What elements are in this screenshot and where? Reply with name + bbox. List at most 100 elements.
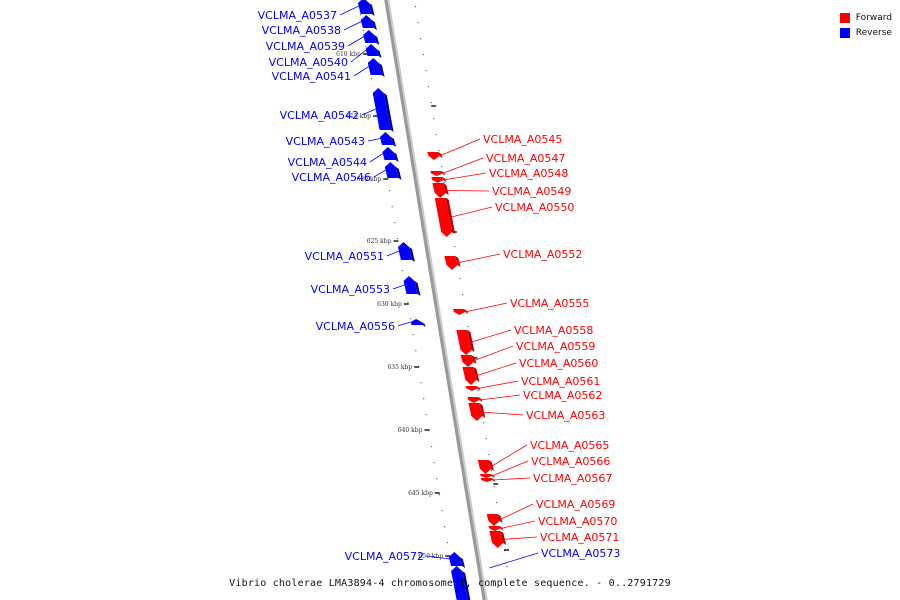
reverse-gene-VCLMA_A0540 (365, 44, 379, 56)
gene-label: VCLMA_A0562 (523, 389, 602, 402)
legend-label-reverse: Reverse (855, 27, 892, 38)
forward-gene-VCLMA_A0571-shadow (500, 531, 507, 545)
reverse-gene-VCLMA_A0544-shadow (393, 152, 399, 162)
gene-leader-line (343, 21, 362, 31)
minor-tick-left (412, 334, 414, 336)
forward-gene-VCLMA_A0569 (486, 514, 500, 526)
forward-gene-VCLMA_A0559-shadow (471, 355, 477, 364)
minor-tick-right (493, 486, 495, 488)
gene-leader-line (442, 157, 484, 174)
gene-label: VCLMA_A0548 (489, 167, 568, 180)
reverse-gene-VCLMA_A0556-shadow (421, 322, 426, 327)
minor-tick-right (430, 102, 432, 104)
reverse-gene-VCLMA_A0538 (360, 15, 374, 28)
minor-tick-right (441, 166, 443, 168)
gene-label: VCLMA_A0573 (541, 547, 620, 560)
tick-label: 620 kbp (357, 176, 382, 183)
gene-label: VCLMA_A0558 (514, 324, 593, 337)
reverse-gene-VCLMA_A0573 (451, 566, 468, 600)
forward-gene-VCLMA_A0547 (430, 171, 443, 176)
minor-tick-right (438, 150, 440, 152)
forward-gene-VCLMA_A0567 (480, 478, 493, 482)
forward-gene-VCLMA_A0563 (468, 403, 483, 421)
minor-tick-left (446, 542, 448, 544)
gene-leader-line (472, 345, 514, 362)
minor-tick-right (496, 502, 498, 504)
reverse-gene-VCLMA_A0572-shadow (459, 557, 466, 568)
minor-tick-right (485, 438, 487, 440)
legend: Forward Reverse (839, 10, 892, 40)
gene-label: VCLMA_A0538 (262, 24, 341, 37)
reverse-gene-VCLMA_A0542 (372, 88, 391, 130)
gene-leader-line (439, 138, 481, 157)
tick-label: 610 kbp (336, 51, 361, 58)
forward-gene-VCLMA_A0560 (462, 367, 477, 385)
sequence-axis (384, 0, 486, 600)
legend-item-reverse: Reverse (839, 25, 892, 40)
gene-leader-line (481, 411, 524, 416)
gene-label: VCLMA_A0567 (533, 472, 612, 485)
minor-tick-left (441, 510, 443, 512)
gene-leader-line (353, 66, 369, 77)
minor-tick-left (433, 462, 435, 464)
minor-tick-left (415, 350, 417, 352)
gene-leader-line (456, 253, 501, 264)
gene-label: VCLMA_A0551 (305, 250, 384, 263)
reverse-gene-VCLMA_A0537-shadow (368, 3, 375, 16)
forward-gene-VCLMA_A0558 (456, 330, 472, 355)
minor-tick-left (436, 478, 438, 480)
gene-label: VCLMA_A0566 (531, 455, 610, 468)
reverse-swatch-icon (839, 27, 850, 38)
forward-gene-VCLMA_A0565-shadow (488, 460, 495, 471)
gene-label: VCLMA_A0552 (503, 248, 582, 261)
reverse-gene-VCLMA_A0553 (403, 276, 418, 294)
minor-tick-right (427, 86, 430, 88)
gene-label: VCLMA_A0547 (486, 152, 565, 165)
forward-gene-VCLMA_A0548 (431, 177, 444, 183)
minor-tick-left (444, 526, 446, 528)
minor-tick-right (443, 182, 445, 184)
gene-leader-line (443, 172, 487, 181)
forward-gene-VCLMA_A0555 (452, 309, 465, 315)
gene-leader-line (397, 321, 411, 327)
gene-label: VCLMA_A0559 (516, 340, 595, 353)
tick-label: 645 kbp (408, 490, 433, 497)
forward-gene-VCLMA_A0545 (427, 152, 440, 160)
gene-label: VCLMA_A0545 (483, 133, 562, 146)
forward-gene-VCLMA_A0571 (489, 531, 504, 548)
gene-label: VCLMA_A0561 (521, 375, 600, 388)
reverse-gene-VCLMA_A0538-shadow (371, 20, 377, 30)
reverse-gene-VCLMA_A0546 (384, 162, 399, 178)
gene-leader-line (361, 108, 376, 116)
gene-leader-line (477, 380, 519, 389)
minor-tick-left (396, 238, 399, 240)
minor-tick-right (483, 422, 485, 424)
forward-gene-VCLMA_A0559 (460, 355, 474, 367)
gene-leader-line (426, 555, 450, 560)
forward-gene-VCLMA_A0550-shadow (445, 198, 456, 234)
gene-leader-line (464, 302, 508, 313)
gene-leader-line (449, 206, 493, 218)
gene-leader-line (350, 49, 367, 63)
gene-label: VCLMA_A0569 (536, 498, 615, 511)
reverse-gene-VCLMA_A0539 (363, 30, 377, 43)
minor-tick-right (467, 326, 469, 328)
minor-tick-right (488, 454, 490, 456)
forward-gene-VCLMA_A0550 (434, 198, 453, 237)
minor-tick-left (423, 398, 425, 400)
gene-label: VCLMA_A0570 (538, 515, 617, 528)
minor-tick-left (425, 414, 427, 416)
minor-tick-right (506, 566, 508, 568)
gene-label: VCLMA_A0553 (311, 283, 390, 296)
tick-label: 640 kbp (398, 427, 423, 434)
minor-tick-right (414, 6, 417, 8)
legend-label-forward: Forward (855, 12, 892, 23)
forward-gene-VCLMA_A0566 (480, 474, 492, 478)
gene-label: VCLMA_A0556 (316, 320, 395, 333)
tick-label: 625 kbp (367, 238, 392, 245)
gene-leader-line (491, 460, 529, 477)
minor-tick-right (435, 134, 437, 136)
gene-leader-line (479, 394, 521, 401)
gene-leader-line (392, 284, 405, 290)
gene-label: VCLMA_A0537 (258, 9, 337, 22)
